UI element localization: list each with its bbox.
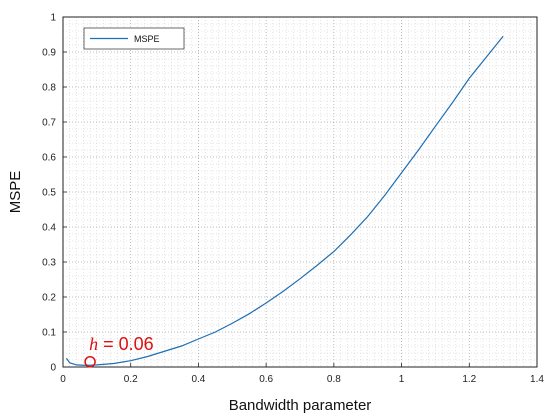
axis-ticks: 0 0.2 0.4 0.6 0.8 1 1.2 1.4 0 0.1 0.2 0.3 0.4 0.5 0.6 0… — [42, 13, 544, 386]
y-tick-label: 0.3 — [42, 258, 56, 269]
legend-box — [83, 27, 185, 50]
x-tick-label: 0.2 — [124, 374, 138, 385]
x-tick-label: 1.2 — [462, 374, 476, 385]
y-tick-label: 0.2 — [42, 293, 56, 304]
optimum-marker — [84, 356, 96, 368]
legend: MSPE — [83, 27, 185, 50]
y-tick-label: 0.6 — [42, 153, 56, 164]
y-tick-label: 0.5 — [42, 188, 56, 199]
bandwidth-value: = 0.06 — [98, 334, 154, 354]
x-tick-label: 0 — [60, 374, 66, 385]
x-tick-label: 0.8 — [327, 374, 341, 385]
y-tick-label: 0.1 — [42, 328, 56, 339]
series-layer — [65, 35, 504, 366]
legend-label: MSPE — [134, 34, 160, 44]
grid-lines — [63, 17, 537, 367]
x-axis-title: Bandwidth parameter — [229, 397, 372, 414]
y-tick-label: 0.4 — [42, 223, 56, 234]
bandwidth-symbol: h — [89, 334, 98, 354]
y-tick-label: 1 — [50, 13, 56, 24]
mspe-series-line — [65, 35, 504, 366]
x-tick-label: 0.4 — [191, 374, 205, 385]
y-tick-label: 0 — [50, 363, 56, 374]
y-axis-title: MSPE — [7, 171, 24, 214]
optimum-label: h = 0.06 — [89, 334, 154, 354]
y-tick-label: 0.7 — [42, 118, 56, 129]
y-tick-label: 0.9 — [42, 48, 56, 59]
x-tick-label: 1 — [399, 374, 405, 385]
x-tick-label: 1.4 — [530, 374, 544, 385]
plot-frame — [62, 16, 538, 368]
optimum-annotation: h = 0.06 — [84, 334, 154, 368]
x-tick-label: 0.6 — [259, 374, 273, 385]
y-tick-label: 0.8 — [42, 83, 56, 94]
